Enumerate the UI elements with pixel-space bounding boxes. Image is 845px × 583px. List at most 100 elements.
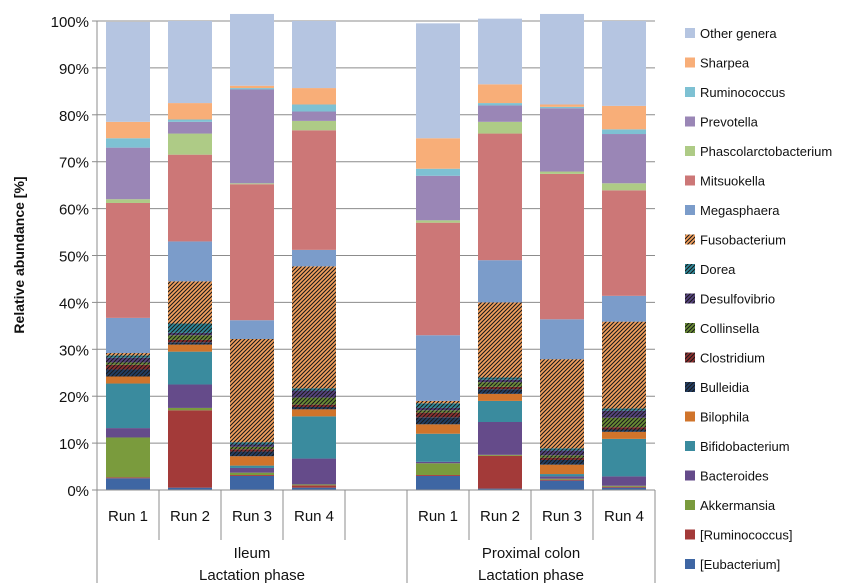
- legend-item-ruminococcus: Ruminococcus: [685, 85, 786, 100]
- y-axis-ticks: 0% 10% 20% 30% 40% 50% 60% 70% 80% 90% 100%: [51, 14, 97, 500]
- bar-segment-akkermansia: [230, 473, 274, 475]
- y-tick-label: 0%: [67, 483, 89, 500]
- bar-segment-bulleidia: [416, 417, 460, 424]
- legend-label: Bulleidia: [700, 380, 750, 395]
- bar-segment-clostridium: [478, 387, 522, 389]
- bar-segment-sharpea: [602, 106, 646, 129]
- bar-stack-ileum-run-2: [168, 21, 212, 490]
- legend-label: Clostridium: [700, 351, 765, 366]
- x-tick-label: Run 4: [294, 508, 334, 525]
- bar-segment-other-genera: [602, 21, 646, 106]
- bar-segment-desulfovibrio: [230, 445, 274, 447]
- bar-segment-megasphaera: [416, 335, 460, 401]
- legend-label: Desulfovibrio: [700, 292, 775, 307]
- legend-item-bilophila: Bilophila: [685, 410, 750, 425]
- x-tick-label: Run 4: [604, 508, 644, 525]
- bar-segment-mitsuokella: [230, 184, 274, 320]
- legend-swatch: [685, 559, 695, 569]
- legend-item-other-genera: Other genera: [685, 26, 777, 41]
- bar-segment-dorea: [230, 442, 274, 444]
- bar-segment-sharpea: [416, 138, 460, 168]
- bar-segment-ruminococcus: [540, 480, 584, 481]
- bar-segment-bulleidia: [292, 407, 336, 409]
- x-tick-label: Run 3: [232, 508, 272, 525]
- legend-swatch: [685, 353, 695, 363]
- bar-segment-ruminococcus: [602, 129, 646, 134]
- bar-segment-dorea: [168, 324, 212, 333]
- bar-segment-akkermansia: [540, 479, 584, 480]
- legend-swatch: [685, 382, 695, 392]
- bar-segment-bacteroides: [602, 476, 646, 485]
- bar-stack-ileum-run-1: [106, 22, 150, 490]
- bar-segment-desulfovibrio: [168, 333, 212, 335]
- legend-item-bulleidia: Bulleidia: [685, 380, 750, 395]
- bar-segment-megasphaera: [540, 319, 584, 359]
- y-tick-label: 20%: [59, 389, 89, 406]
- bar-segment-bulleidia: [602, 429, 646, 431]
- bar-segment-megasphaera: [168, 241, 212, 281]
- bar-segment-eubacterium: [416, 476, 460, 490]
- bar-segment-dorea: [292, 388, 336, 390]
- bar-segment-collinsella: [602, 418, 646, 427]
- bar-segment-prevotella: [168, 122, 212, 134]
- bar-segment-bilophila: [106, 377, 150, 384]
- group-label-line1: Ileum: [234, 545, 271, 562]
- bar-segment-megasphaera: [602, 296, 646, 322]
- bar-segment-bifidobacterium: [292, 416, 336, 458]
- bar-segment-phascolarctobacterium: [168, 134, 212, 155]
- bar-segment-bulleidia: [168, 342, 212, 344]
- legend-label: Akkermansia: [700, 498, 776, 513]
- bar-segment-ruminococcus: [416, 169, 460, 176]
- group-label-line1: Proximal colon: [482, 545, 580, 562]
- y-tick-label: 10%: [59, 436, 89, 453]
- legend-label: Sharpea: [700, 56, 750, 71]
- bar-segment-fusobacterium: [540, 359, 584, 448]
- legend-label: Bifidobacterium: [700, 439, 790, 454]
- bar-segment-mitsuokella: [106, 203, 150, 318]
- x-tick-label: Run 1: [418, 508, 458, 525]
- bar-segment-sharpea: [230, 86, 274, 88]
- x-tick-label: Run 3: [542, 508, 582, 525]
- bar-segment-ruminococcus: [478, 456, 522, 489]
- bar-segment-phascolarctobacterium: [540, 172, 584, 174]
- legend-item-clostridium: Clostridium: [685, 351, 765, 366]
- y-tick-label: 70%: [59, 155, 89, 172]
- bar-segment-dorea: [106, 355, 150, 357]
- bar-segment-ruminococcus: [106, 477, 150, 478]
- bar-segment-other-genera: [168, 21, 212, 103]
- bar-segment-fusobacterium: [478, 302, 522, 377]
- bar-segment-bacteroides: [168, 384, 212, 407]
- bar-segment-ruminococcus: [416, 475, 460, 476]
- y-tick-label: 80%: [59, 108, 89, 125]
- bar-segment-bilophila: [478, 394, 522, 401]
- bar-segment-bulleidia: [106, 369, 150, 376]
- legend-item-megasphaera: Megasphaera: [685, 203, 780, 218]
- bar-segment-eubacterium: [106, 478, 150, 490]
- bar-segment-dorea: [478, 377, 522, 379]
- group-label-line2: Lactation phase: [199, 567, 305, 583]
- bar-segment-fusobacterium: [106, 353, 150, 355]
- bar-segment-clostridium: [540, 458, 584, 460]
- bar-segment-fusobacterium: [292, 266, 336, 388]
- bar-segment-sharpea: [168, 103, 212, 119]
- bar-segment-prevotella: [230, 89, 274, 183]
- bar-segment-fusobacterium: [416, 401, 460, 403]
- legend-item-eubacterium: [Eubacterium]: [685, 557, 780, 572]
- bar-segment-mitsuokella: [540, 174, 584, 319]
- bar-segment-akkermansia: [602, 486, 646, 487]
- legend-swatch: [685, 500, 695, 510]
- bar-segment-dorea: [540, 448, 584, 450]
- bar-segment-bacteroides: [478, 422, 522, 455]
- bar-segment-bifidobacterium: [602, 439, 646, 477]
- legend-label: Bilophila: [700, 410, 750, 425]
- x-tick-label: Run 1: [108, 508, 148, 525]
- bar-segment-bifidobacterium: [540, 474, 584, 476]
- bar-stack-ileum-run-3: [230, 14, 274, 490]
- bar-stack-proximal-colon-run-3: [540, 14, 584, 490]
- bar-segment-collinsella: [230, 447, 274, 449]
- bar-segment-desulfovibrio: [602, 411, 646, 418]
- bar-segment-fusobacterium: [230, 339, 274, 442]
- bar-segment-prevotella: [106, 148, 150, 200]
- bar-segment-bifidobacterium: [230, 466, 274, 468]
- legend-swatch: [685, 146, 695, 156]
